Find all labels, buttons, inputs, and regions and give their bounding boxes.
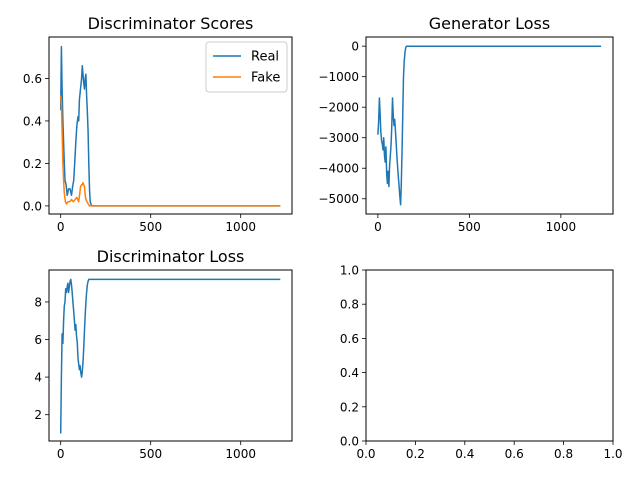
y-tick-label: 8 bbox=[34, 295, 42, 309]
y-tick-label: 0 bbox=[351, 40, 359, 54]
discriminator-loss-series-line bbox=[59, 278, 281, 434]
discriminator-scores-fake-line bbox=[59, 95, 281, 207]
empty-subplot-frame bbox=[365, 269, 614, 442]
x-tick-label: 0.0 bbox=[356, 447, 375, 461]
y-tick-label: 1.0 bbox=[340, 264, 359, 278]
y-tick-label: 0.2 bbox=[23, 157, 42, 171]
generator-loss-frame bbox=[365, 36, 614, 215]
x-tick-label: 500 bbox=[139, 220, 162, 234]
x-tick-label: 500 bbox=[458, 220, 481, 234]
x-tick-label: 500 bbox=[139, 447, 162, 461]
y-tick-label: −1000 bbox=[318, 70, 359, 84]
legend: Real Fake bbox=[205, 41, 288, 93]
x-tick-label: 0 bbox=[57, 447, 65, 461]
y-tick-label: 2 bbox=[34, 408, 42, 422]
y-tick-label: 0.8 bbox=[340, 298, 359, 312]
discriminator-scores-subplot: Discriminator Scores 0 500 1000 0.0 0.2 0.4 0.… bbox=[23, 14, 293, 234]
discriminator-scores-title: Discriminator Scores bbox=[88, 14, 254, 33]
x-tick-label: 0.6 bbox=[505, 447, 524, 461]
generator-loss-title: Generator Loss bbox=[429, 14, 550, 33]
x-tick-label: 0.8 bbox=[554, 447, 573, 461]
legend-real-label: Real bbox=[251, 50, 279, 65]
discriminator-scores-frame bbox=[48, 36, 293, 215]
x-tick-label: 0 bbox=[374, 220, 382, 234]
y-tick-label: 6 bbox=[34, 333, 42, 347]
y-tick-label: −5000 bbox=[318, 192, 359, 206]
discriminator-loss-frame bbox=[48, 269, 293, 442]
discriminator-scores-real-line bbox=[59, 45, 281, 207]
legend-fake-label: Fake bbox=[251, 71, 280, 86]
empty-subplot: 0.0 0.2 0.4 0.6 0.8 1.0 0.0 0.2 0.4 0.6 0.8 1.0 bbox=[340, 264, 623, 462]
y-tick-label: −4000 bbox=[318, 162, 359, 176]
y-tick-label: −3000 bbox=[318, 131, 359, 145]
generator-loss-series-line bbox=[377, 45, 602, 206]
x-tick-label: 1.0 bbox=[603, 447, 622, 461]
x-tick-label: 1000 bbox=[546, 220, 577, 234]
x-tick-label: 0.4 bbox=[455, 447, 474, 461]
x-tick-label: 1000 bbox=[225, 220, 256, 234]
y-tick-label: −2000 bbox=[318, 101, 359, 115]
y-tick-label: 0.6 bbox=[23, 72, 42, 86]
y-tick-label: 0.2 bbox=[340, 400, 359, 414]
x-tick-label: 0 bbox=[57, 220, 65, 234]
x-tick-label: 1000 bbox=[225, 447, 256, 461]
discriminator-loss-subplot: Discriminator Loss 0 500 1000 2 4 6 8 bbox=[34, 247, 293, 461]
generator-loss-subplot: Generator Loss 0 500 1000 0 −1000 −2000 −3000 −… bbox=[318, 14, 614, 234]
y-tick-label: 0.4 bbox=[23, 114, 42, 128]
y-tick-label: 0.4 bbox=[340, 366, 359, 380]
discriminator-loss-title: Discriminator Loss bbox=[97, 247, 245, 266]
legend-box bbox=[205, 41, 288, 93]
y-tick-label: 4 bbox=[34, 371, 42, 385]
y-tick-label: 0.6 bbox=[340, 332, 359, 346]
x-tick-label: 0.2 bbox=[406, 447, 425, 461]
y-tick-label: 0.0 bbox=[23, 199, 42, 213]
y-tick-label: 0.0 bbox=[340, 435, 359, 449]
